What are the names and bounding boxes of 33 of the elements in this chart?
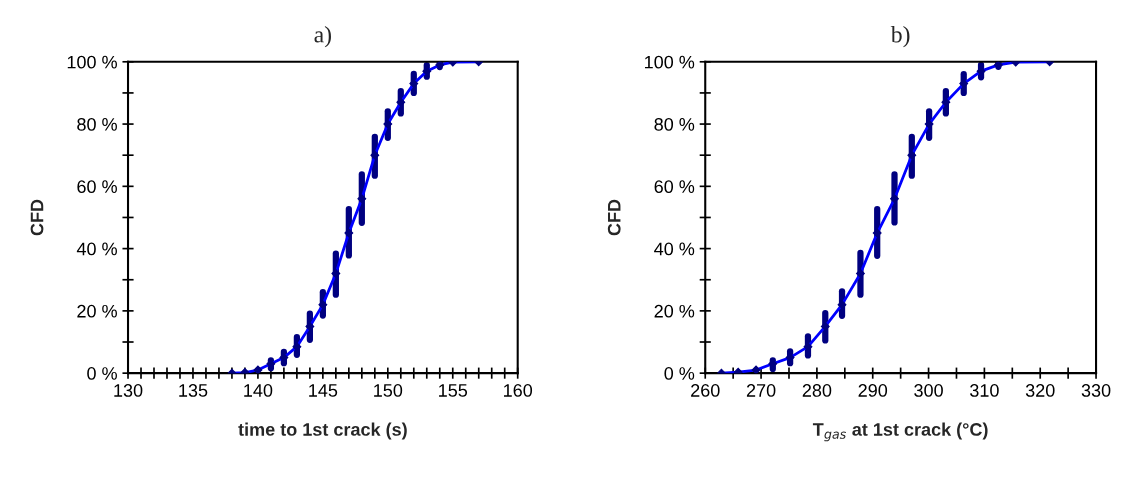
x-tick-label: 130: [114, 384, 143, 397]
x-tick-label: 320: [1025, 384, 1055, 397]
y-axis-title: CFD: [30, 199, 44, 236]
y-tick-label: 100 %: [645, 55, 695, 69]
x-tick-label: 310: [970, 384, 999, 397]
x-tick-label: 330: [1081, 384, 1111, 397]
y-tick-label: 80 %: [654, 118, 695, 131]
y-tick-label: 80 %: [77, 118, 117, 131]
x-tick-label: 140: [244, 384, 273, 397]
x-axis-title: T$_{gas}$ at 1st crack (°C): [812, 422, 988, 442]
x-tick-label: 300: [914, 384, 943, 397]
chart-title: a): [314, 25, 331, 48]
x-tick-label: 270: [746, 384, 776, 397]
chart-title: b): [890, 25, 910, 48]
x-tick-label: 135: [179, 384, 208, 397]
y-tick-label: 60 %: [77, 180, 117, 194]
y-axis-title: CFD: [607, 199, 621, 236]
y-tick-label: 20 %: [77, 304, 117, 318]
x-tick-label: 260: [691, 384, 720, 397]
y-tick-label: 40 %: [654, 242, 695, 256]
x-tick-label: 145: [309, 384, 338, 397]
y-tick-label: 0 %: [87, 367, 117, 380]
x-axis-title: time to 1st crack (s): [238, 422, 407, 440]
x-tick-label: 155: [439, 384, 468, 397]
y-tick-label: 60 %: [654, 180, 695, 194]
y-tick-label: 100 %: [67, 55, 117, 69]
y-tick-label: 0 %: [664, 367, 695, 380]
y-tick-label: 40 %: [76, 242, 117, 256]
x-tick-label: 150: [374, 384, 403, 397]
x-tick-label: 280: [802, 384, 832, 397]
x-tick-label: 290: [858, 384, 888, 397]
y-tick-label: 20 %: [654, 304, 695, 318]
x-tick-label: 160: [504, 384, 533, 397]
